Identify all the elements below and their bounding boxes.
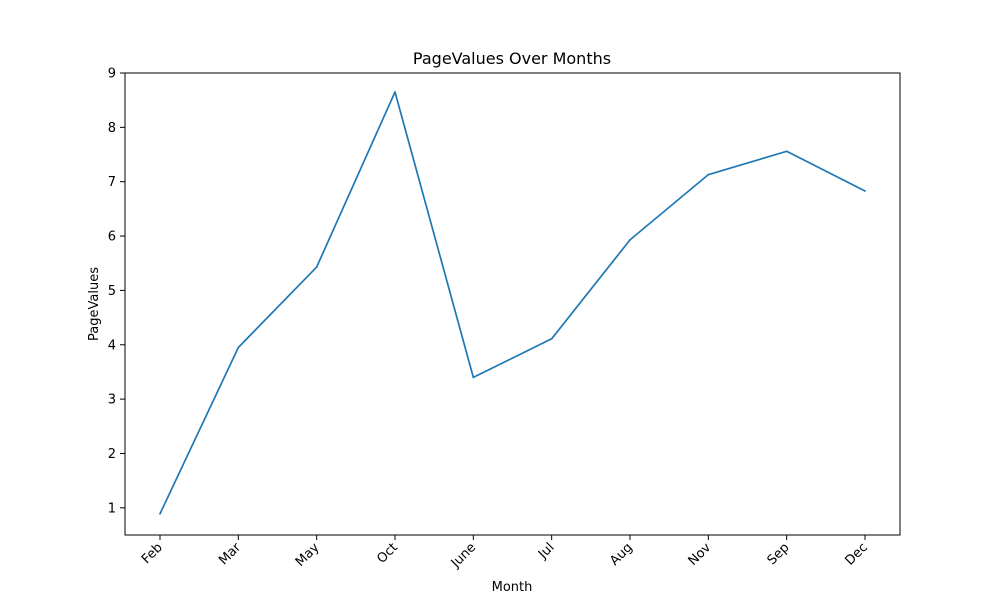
x-axis-label: Month xyxy=(492,580,533,595)
y-tick-label: 9 xyxy=(108,67,116,82)
data-point xyxy=(159,512,161,515)
data-point xyxy=(785,150,788,153)
x-tick-label: May xyxy=(293,540,323,570)
y-tick-label: 6 xyxy=(108,230,116,245)
y-axis-label: PageValues xyxy=(87,267,102,341)
x-tick-label: Dec xyxy=(842,540,870,568)
data-point xyxy=(237,346,240,349)
x-tick-label: Mar xyxy=(216,540,244,568)
y-axis: 1 2 3 4 5 6 7 8 9 xyxy=(108,67,125,516)
data-point xyxy=(864,190,866,192)
data-point xyxy=(707,173,710,176)
chart-title: PageValues Over Months xyxy=(413,49,611,68)
y-tick-label: 3 xyxy=(108,393,116,408)
x-axis: Feb Mar May Oct June Jul Aug Nov Sep Dec xyxy=(139,535,871,572)
plot-frame xyxy=(124,72,901,536)
y-tick-label: 7 xyxy=(108,175,116,190)
y-tick-label: 2 xyxy=(108,447,116,462)
x-tick-label: Aug xyxy=(607,540,636,569)
data-point xyxy=(472,376,475,379)
data-point xyxy=(394,91,396,93)
x-tick-label: Nov xyxy=(686,540,715,569)
x-tick-label: Sep xyxy=(765,540,793,568)
x-tick-label: Feb xyxy=(139,540,166,567)
y-tick-label: 4 xyxy=(108,338,116,353)
x-tick-label: June xyxy=(448,540,479,571)
y-tick-label: 8 xyxy=(108,121,116,136)
x-tick-label: Oct xyxy=(374,540,401,567)
data-point xyxy=(629,238,631,241)
series-line xyxy=(159,91,866,515)
data-point xyxy=(315,266,318,268)
data-point xyxy=(550,337,553,340)
y-tick-label: 5 xyxy=(108,284,116,299)
x-tick-label: Jul xyxy=(535,540,557,562)
plot-area: Feb Mar May Oct June Jul Aug Nov Sep Dec 1 2 3 4 5 6 7 8… xyxy=(108,67,901,572)
y-tick-label: 1 xyxy=(108,501,116,516)
series-group xyxy=(159,91,866,515)
